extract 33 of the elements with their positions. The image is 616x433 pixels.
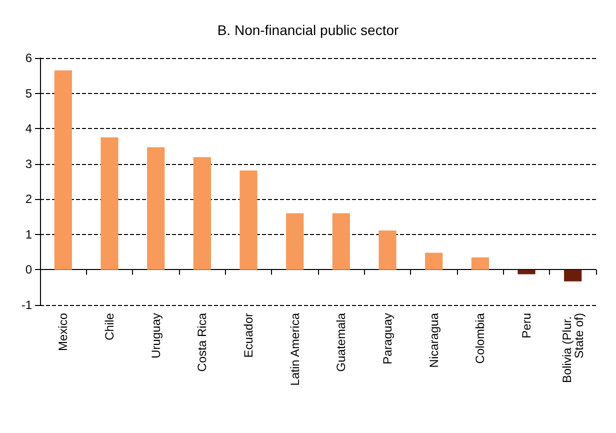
y-tick-label: 4: [25, 122, 32, 136]
x-tick-label: Colombia: [473, 312, 488, 364]
y-tick-label: 3: [25, 156, 32, 171]
bar: [378, 230, 396, 270]
x-tick-label: Bolivia (Plur. State of): [560, 313, 586, 384]
y-tick-label: 1: [25, 227, 32, 242]
x-tick-label: Ecuador: [242, 313, 256, 358]
x-tick-label: Mexico: [56, 312, 70, 352]
bar: [332, 213, 350, 270]
bar: [471, 257, 489, 270]
bar: [147, 147, 165, 270]
x-tick-label: Chile: [102, 312, 116, 340]
y-tick-label: 5: [25, 86, 32, 100]
x-tick-label: Latin America: [288, 312, 302, 386]
bar: [425, 252, 443, 270]
y-tick-label: 0: [25, 262, 32, 277]
bar: [100, 137, 118, 270]
y-tick-label: 2: [25, 192, 32, 206]
x-tick-label: Guatemala: [334, 312, 348, 372]
x-tick-label: Costa Rica: [195, 312, 210, 372]
bar: [518, 270, 536, 274]
bar: [240, 170, 258, 270]
bar: [193, 157, 211, 270]
bar: [564, 270, 582, 282]
x-tick-label: Uruguay: [148, 313, 163, 358]
chart-title: B. Non-financial public sector: [217, 22, 399, 38]
y-tick-label: -1: [21, 298, 32, 312]
bar: [54, 70, 72, 270]
y-tick-label: 6: [25, 51, 32, 65]
x-tick-label: Paraguay: [380, 313, 394, 364]
x-tick-label: Nicaragua: [426, 312, 441, 368]
x-tick-label: Peru: [520, 313, 534, 338]
bar: [286, 213, 304, 270]
